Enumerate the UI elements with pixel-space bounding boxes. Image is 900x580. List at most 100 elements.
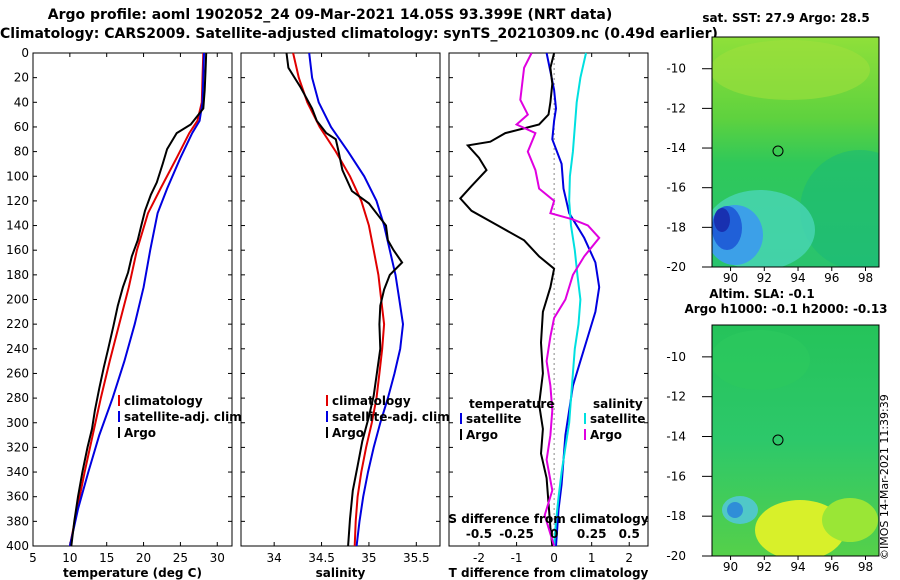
y-tick-label: 400 [6, 539, 29, 553]
secondary-tick-label: -0.5 [466, 527, 492, 541]
lat-tick-label-map2: -16 [666, 469, 686, 483]
series-argo [70, 52, 208, 547]
profile-panel-3: -2 -1 0 1 2T difference from climatology temp… [448, 52, 649, 580]
x-axis-label: salinity [316, 566, 366, 580]
sla-map [711, 324, 880, 557]
x-tick-label: 10 [62, 551, 77, 565]
legend-label: climatology [124, 394, 203, 408]
y-tick-label: 220 [6, 317, 29, 331]
lat-tick-label-map2: -10 [666, 350, 686, 364]
lat-tick-label-map2: -12 [666, 390, 686, 404]
plot-frame [448, 52, 649, 547]
lat-tick-label-map2: -18 [666, 509, 686, 523]
legend-label: Argo [124, 426, 156, 440]
series-argo [285, 52, 404, 547]
x-tick-label: 1 [588, 551, 596, 565]
y-tick-label: 380 [6, 514, 29, 528]
x-tick-label: 25 [173, 551, 188, 565]
y-tick-label: 80 [14, 145, 29, 159]
series-s-argo [514, 52, 601, 547]
legend-label: satellite-adj. clim. [332, 410, 454, 424]
legend-label: satellite [466, 412, 521, 426]
map1-title: sat. SST: 27.9 Argo: 28.5 [702, 11, 870, 25]
lon-tick-label-map2: 96 [824, 560, 839, 574]
float-marker-2 [772, 434, 784, 446]
lat-tick-label-map1: -20 [666, 260, 686, 274]
lon-tick-label-map1: 96 [824, 271, 839, 285]
x-tick-label: 15 [99, 551, 114, 565]
series-satellite-adj-clim- [68, 52, 205, 547]
lat-tick-label-map1: -18 [666, 220, 686, 234]
y-tick-label: 160 [6, 243, 29, 257]
series-satellite-adj-clim- [308, 52, 405, 547]
legend-label: satellite-adj. clim. [124, 410, 246, 424]
legend-label: climatology [332, 394, 411, 408]
y-tick-label: 360 [6, 490, 29, 504]
y-tick-label: 260 [6, 366, 29, 380]
y-tick-label: 340 [6, 465, 29, 479]
x-tick-label: 34.5 [308, 551, 335, 565]
lon-tick-label-map1: 94 [790, 271, 805, 285]
x-tick-label: 5 [29, 551, 37, 565]
x-tick-label: -2 [473, 551, 485, 565]
series-s-satellite [553, 52, 587, 547]
lat-tick-label-map2: -14 [666, 430, 686, 444]
y-tick-label: 0 [21, 46, 29, 60]
x-tick-label: 20 [136, 551, 151, 565]
plot-frame [32, 52, 233, 547]
legend-label: Argo [590, 428, 622, 442]
profile-panel-1: 0 20 40 60 80 100 120 140 160 180 200 220 240 260 280 3… [6, 46, 246, 580]
y-tick-label: 300 [6, 416, 29, 430]
x-tick-label: -1 [511, 551, 523, 565]
lat-tick-label-map1: -12 [666, 101, 686, 115]
y-tick-label: 200 [6, 293, 29, 307]
lat-tick-label-map1: -16 [666, 181, 686, 195]
lat-tick-label-map2: -20 [666, 549, 686, 563]
x-tick-label: 34 [267, 551, 282, 565]
legend-heading-temperature: temperature [469, 397, 554, 411]
x-tick-label: 35.5 [403, 551, 430, 565]
secondary-axis-label: S difference from climatology [448, 512, 648, 526]
series-t-argo [458, 52, 556, 547]
y-tick-label: 280 [6, 391, 29, 405]
y-tick-label: 60 [14, 120, 29, 134]
secondary-tick-label: 0.25 [577, 527, 607, 541]
profile-panel-2: 34 34.5 35 35.5 salinity climatology satellite… [240, 52, 454, 580]
map2-title-height: Argo h1000: -0.1 h2000: -0.13 [684, 302, 888, 316]
y-tick-label: 120 [6, 194, 29, 208]
secondary-tick-label: 0.5 [619, 527, 640, 541]
secondary-tick-label: -0.25 [499, 527, 534, 541]
title-line-1: Argo profile: aoml 1902052_24 09-Mar-202… [47, 7, 613, 23]
lon-tick-label-map2: 94 [790, 560, 805, 574]
map2-title-sla: Altim. SLA: -0.1 [709, 287, 815, 301]
legend-heading-salinity: salinity [593, 397, 643, 411]
lon-tick-label-map2: 92 [757, 560, 772, 574]
y-tick-label: 140 [6, 219, 29, 233]
y-tick-label: 180 [6, 268, 29, 282]
x-tick-label: 35 [361, 551, 376, 565]
title-line-2: Climatology: CARS2009. Satellite-adjuste… [0, 26, 718, 42]
legend-label: satellite [590, 412, 645, 426]
lon-tick-label-map1: 92 [757, 271, 772, 285]
x-axis-label: T difference from climatology [449, 566, 649, 580]
lon-tick-label-map2: 90 [723, 560, 738, 574]
plot-frame [240, 52, 441, 547]
lat-tick-label-map1: -10 [666, 62, 686, 76]
lon-tick-label-map1: 90 [723, 271, 738, 285]
legend-label: Argo [332, 426, 364, 440]
float-marker [772, 145, 784, 157]
y-tick-label: 320 [6, 440, 29, 454]
x-tick-label: 30 [210, 551, 225, 565]
y-tick-label: 240 [6, 342, 29, 356]
x-tick-label: 2 [625, 551, 633, 565]
y-tick-label: 20 [14, 71, 29, 85]
y-tick-label: 100 [6, 169, 29, 183]
x-axis-label: temperature (deg C) [63, 566, 202, 580]
secondary-tick-label: 0 [550, 527, 558, 541]
lon-tick-label-map2: 98 [858, 560, 873, 574]
x-tick-label: 0 [550, 551, 558, 565]
sst-map [711, 36, 880, 268]
lon-tick-label-map1: 98 [858, 271, 873, 285]
legend-label: Argo [466, 428, 498, 442]
